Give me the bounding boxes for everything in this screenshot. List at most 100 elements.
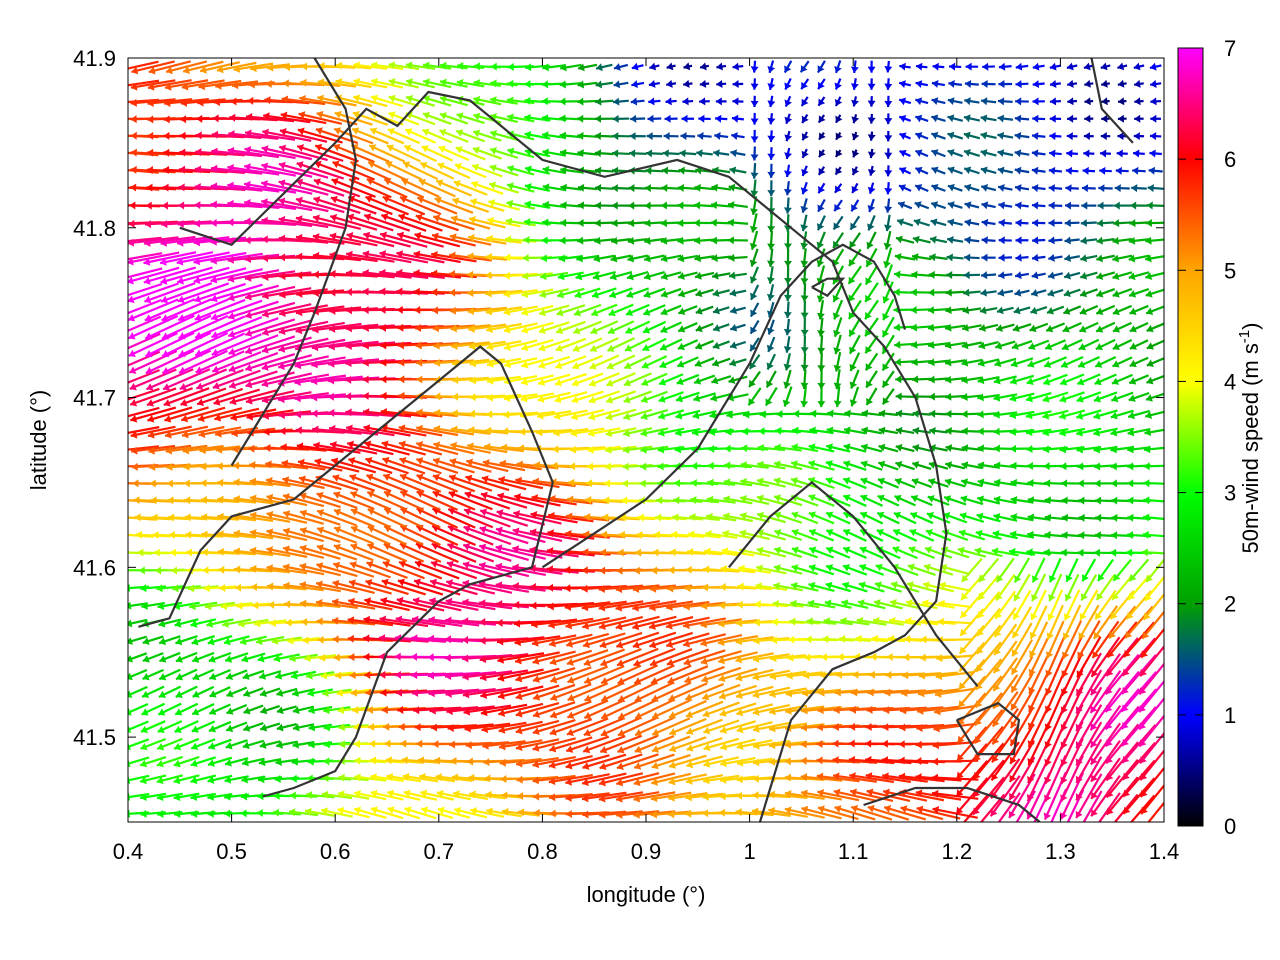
wind-vector bbox=[801, 182, 809, 194]
wind-vector bbox=[1118, 80, 1127, 88]
wind-vector bbox=[818, 79, 825, 89]
wind-vector bbox=[422, 129, 451, 143]
wind-vector bbox=[614, 63, 628, 71]
wind-vector bbox=[1012, 607, 1031, 638]
wind-vector bbox=[851, 60, 859, 73]
wind-vector bbox=[649, 80, 660, 88]
wind-vector bbox=[867, 232, 876, 249]
wind-vector bbox=[728, 201, 748, 209]
wind-vector bbox=[647, 115, 661, 123]
wind-vector bbox=[1048, 289, 1064, 297]
wind-vector bbox=[949, 63, 961, 71]
wind-vector bbox=[945, 359, 965, 367]
wind-vector bbox=[1145, 237, 1166, 245]
wind-vector bbox=[577, 132, 597, 140]
colorbar-tick-label: 1 bbox=[1224, 703, 1236, 728]
colorbar-fill bbox=[1178, 48, 1203, 826]
wind-vector bbox=[834, 60, 842, 72]
wind-vector bbox=[913, 444, 931, 452]
wind-vector bbox=[648, 97, 660, 105]
wind-vector bbox=[612, 132, 629, 140]
wind-vector bbox=[899, 167, 910, 174]
y-tick-label: 41.9 bbox=[73, 46, 116, 71]
wind-vector bbox=[696, 290, 714, 298]
wind-vector bbox=[1147, 323, 1165, 332]
wind-vector bbox=[883, 389, 894, 405]
wind-vector bbox=[1098, 184, 1112, 192]
wind-vector bbox=[422, 145, 453, 160]
wind-vector bbox=[1117, 63, 1127, 71]
wind-vector bbox=[555, 356, 586, 369]
wind-vector bbox=[1118, 97, 1126, 105]
x-tick-label: 0.6 bbox=[320, 839, 351, 864]
x-tick-label: 1.2 bbox=[942, 839, 973, 864]
wind-vector bbox=[260, 689, 280, 697]
wind-vector bbox=[1113, 323, 1132, 333]
wind-vector bbox=[730, 306, 745, 314]
wind-vector bbox=[884, 78, 892, 89]
wind-vector bbox=[730, 289, 746, 297]
wind-vector bbox=[438, 162, 470, 178]
wind-vector bbox=[932, 167, 946, 174]
wind-vector bbox=[1015, 202, 1028, 210]
wind-vector bbox=[1032, 167, 1046, 175]
wind-vector bbox=[850, 387, 858, 406]
wind-vector bbox=[614, 80, 629, 88]
wind-vector bbox=[751, 163, 759, 179]
wind-vector bbox=[1129, 559, 1148, 581]
wind-vector bbox=[915, 167, 928, 174]
wind-vector bbox=[817, 216, 825, 231]
wind-vector bbox=[898, 201, 912, 208]
wind-vector bbox=[784, 198, 792, 214]
wind-vector bbox=[1015, 132, 1030, 140]
wind-vector bbox=[695, 358, 714, 367]
wind-vector bbox=[896, 392, 915, 400]
wind-vector bbox=[802, 115, 809, 123]
wind-vector bbox=[1049, 132, 1061, 140]
wind-vector bbox=[834, 216, 843, 229]
wind-vector bbox=[981, 254, 995, 262]
wind-vector bbox=[730, 166, 747, 174]
wind-vector bbox=[879, 410, 898, 418]
wind-vector bbox=[884, 131, 892, 141]
wind-vector bbox=[982, 219, 996, 227]
wind-vector bbox=[1098, 202, 1114, 210]
wind-vector bbox=[999, 236, 1012, 244]
wind-vector bbox=[645, 184, 664, 192]
wind-vector bbox=[700, 80, 709, 88]
wind-vector bbox=[965, 80, 979, 88]
wind-vector bbox=[713, 324, 729, 332]
wind-vector bbox=[1030, 324, 1048, 332]
wind-vector bbox=[883, 353, 894, 370]
wind-vector bbox=[578, 201, 597, 209]
wind-vector bbox=[981, 167, 996, 175]
colorbar-tick-label: 5 bbox=[1224, 258, 1236, 283]
wind-vector bbox=[750, 249, 758, 267]
contour-line bbox=[1092, 58, 1133, 143]
wind-vector bbox=[947, 236, 963, 244]
wind-vector bbox=[1080, 254, 1097, 262]
wind-vector bbox=[1015, 184, 1029, 192]
wind-vector bbox=[862, 410, 882, 418]
wind-vector bbox=[899, 80, 911, 88]
wind-vector bbox=[1146, 376, 1164, 385]
wind-vector bbox=[884, 113, 892, 124]
wind-vector bbox=[1032, 236, 1045, 244]
wind-vector bbox=[577, 149, 597, 157]
wind-vector bbox=[914, 218, 930, 226]
wind-vector bbox=[1125, 606, 1153, 638]
colorbar-tick-label: 7 bbox=[1224, 36, 1236, 61]
wind-vector bbox=[1101, 80, 1110, 88]
wind-vector bbox=[732, 97, 743, 105]
wind-vector bbox=[1100, 150, 1111, 158]
wind-vector bbox=[1084, 80, 1093, 88]
wind-vector bbox=[784, 231, 792, 249]
wind-vector bbox=[697, 132, 711, 140]
y-tick-label: 41.7 bbox=[73, 386, 116, 411]
wind-vector bbox=[851, 96, 859, 106]
wind-vector bbox=[912, 461, 931, 469]
wind-vector bbox=[1050, 63, 1061, 71]
wind-vector bbox=[982, 80, 996, 88]
wind-vector bbox=[784, 61, 791, 73]
wind-vector bbox=[1015, 271, 1029, 279]
